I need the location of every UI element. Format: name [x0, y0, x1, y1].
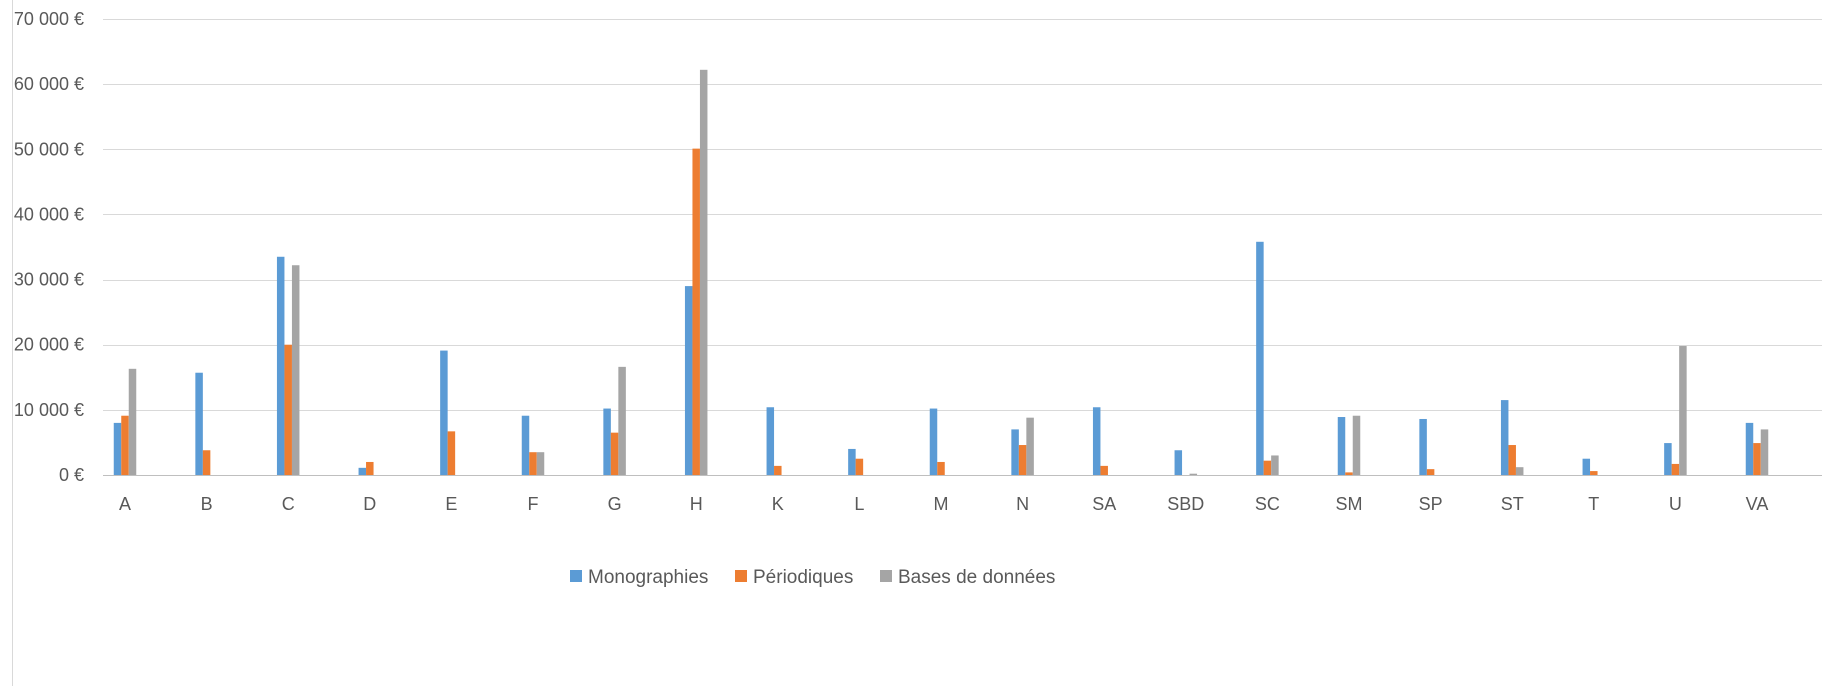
y-tick-label: 40 000 €: [14, 204, 84, 224]
legend-label: Périodiques: [753, 567, 853, 588]
bar: [848, 448, 856, 475]
legend: Monographies Périodiques Bases de données: [570, 567, 1055, 588]
bar: [1271, 455, 1279, 475]
x-tick-label: H: [690, 494, 703, 514]
bar: [603, 408, 611, 475]
bar: [684, 286, 693, 475]
bar: [195, 372, 203, 475]
bar: [1515, 467, 1524, 475]
bar: [766, 407, 775, 475]
bar: [1352, 415, 1361, 475]
bar: [1026, 417, 1034, 475]
bar: [1256, 241, 1264, 475]
bar: [276, 256, 285, 475]
legend-label: Bases de données: [898, 567, 1055, 588]
bar: [937, 461, 945, 475]
x-tick-label: E: [445, 494, 457, 514]
x-tick-label: U: [1669, 494, 1682, 514]
x-tick-label: D: [363, 494, 376, 514]
x-tick-label: ST: [1501, 494, 1524, 514]
gridlines: [103, 19, 1822, 476]
x-tick-label: L: [854, 494, 864, 514]
bar: [284, 344, 292, 475]
bar: [1011, 429, 1019, 475]
x-axis: ABCDEFGHKLMNSASBDSCSMSPSTTUVAVCVDVEVFVGV…: [119, 494, 1769, 514]
bars: [113, 69, 1769, 475]
bar: [1263, 460, 1272, 475]
bar: [128, 368, 137, 475]
bar: [1760, 429, 1769, 475]
bar: [1092, 407, 1101, 475]
legend-label: Monographies: [588, 567, 708, 588]
bar: [291, 265, 300, 475]
bar: [610, 432, 619, 475]
y-tick-label: 50 000 €: [14, 139, 84, 159]
x-tick-label: VA: [1746, 494, 1769, 514]
bar: [1671, 463, 1680, 475]
bar: [536, 452, 545, 475]
y-axis: 0 € 10 000 € 20 000 € 30 000 € 40 000 € 50 00…: [14, 9, 84, 485]
y-tick-label: 20 000 €: [14, 335, 84, 355]
bar: [1174, 450, 1183, 475]
bar: [1189, 473, 1198, 475]
bar: [440, 350, 448, 475]
bar: [1753, 443, 1761, 475]
x-tick-label: SP: [1419, 494, 1443, 514]
legend-swatch: [735, 570, 747, 582]
bar: [1664, 443, 1672, 475]
bar: [121, 415, 129, 475]
y-tick-label: 30 000 €: [14, 270, 84, 290]
bar: [1345, 472, 1353, 475]
bar: [1508, 445, 1516, 475]
y-tick-label: 10 000 €: [14, 400, 84, 420]
legend-swatch: [570, 570, 582, 582]
bar: [521, 415, 530, 475]
bar: [447, 431, 456, 475]
y-tick-label: 60 000 €: [14, 74, 84, 94]
bar: [618, 366, 626, 475]
bar: [929, 408, 938, 475]
x-tick-label: B: [201, 494, 213, 514]
bar: [1582, 458, 1591, 475]
x-tick-label: SC: [1255, 494, 1280, 514]
bar: [1100, 465, 1108, 475]
x-tick-label: A: [119, 494, 131, 514]
x-tick-label: SM: [1336, 494, 1363, 514]
bar: [855, 458, 864, 475]
x-tick-label: C: [282, 494, 295, 514]
bar: [202, 450, 211, 475]
bar: [529, 452, 537, 475]
x-tick-label: M: [934, 494, 949, 514]
bar: [699, 69, 708, 475]
x-tick-label: K: [772, 494, 784, 514]
bar: [366, 461, 374, 475]
y-tick-label: 0 €: [59, 465, 84, 485]
bar: [358, 467, 367, 475]
bar: [1419, 418, 1427, 475]
bar: [1500, 400, 1509, 475]
x-tick-label: N: [1016, 494, 1029, 514]
bar: [1745, 422, 1754, 475]
bar: [774, 465, 782, 475]
bar: [1679, 346, 1687, 475]
x-tick-label: F: [528, 494, 539, 514]
x-tick-label: G: [608, 494, 622, 514]
x-tick-label: SBD: [1167, 494, 1204, 514]
legend-swatch: [880, 570, 892, 582]
bar: [1337, 417, 1346, 475]
bar: [1426, 469, 1435, 475]
bar: [1590, 471, 1598, 475]
bar: [692, 148, 700, 475]
y-tick-label: 70 000 €: [14, 9, 84, 29]
x-tick-label: SA: [1092, 494, 1116, 514]
bar: [113, 422, 122, 475]
bar: [1018, 445, 1027, 475]
x-tick-label: T: [1588, 494, 1599, 514]
